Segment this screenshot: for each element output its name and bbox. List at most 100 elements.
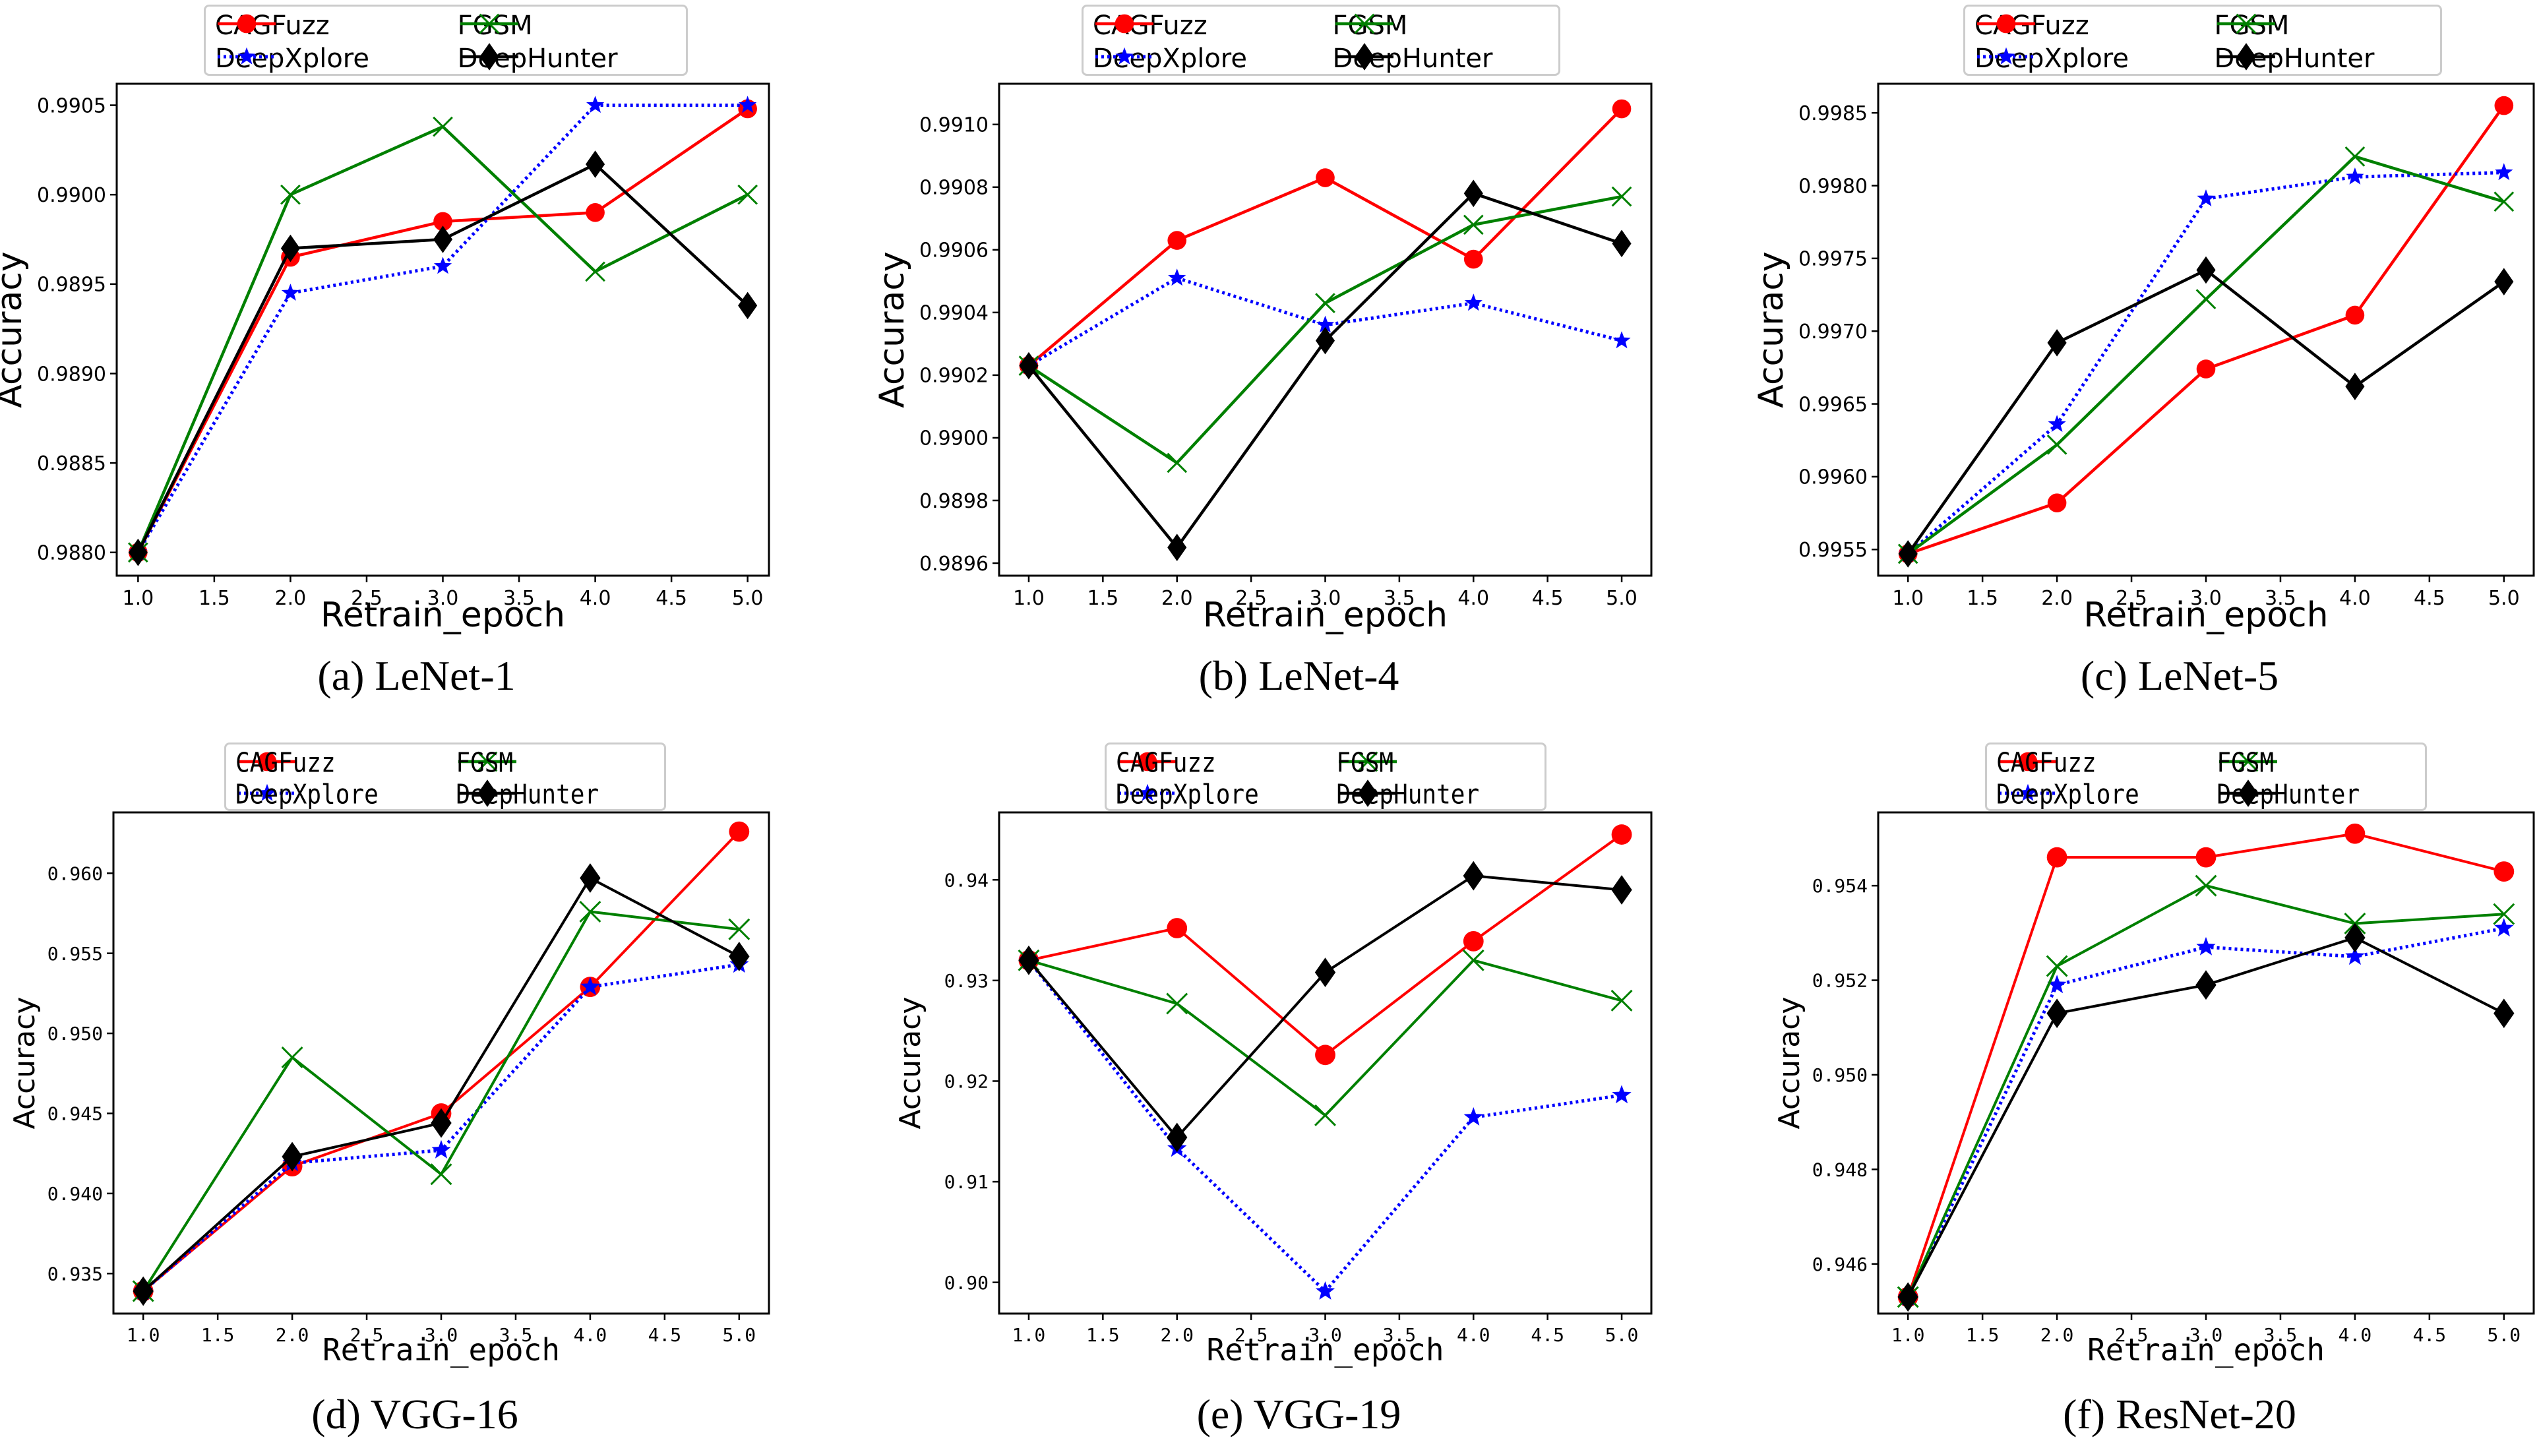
- legend: CAGFuzz FGSM DeepXplore DeepHunter: [1963, 5, 2442, 76]
- legend-swatch-fgsm-icon: [2217, 13, 2275, 34]
- y-axis-label: Accuracy: [894, 997, 927, 1130]
- x-tick-label: 2.0: [275, 587, 307, 610]
- data-point-deephunter: [280, 234, 300, 262]
- data-point-deepxplore: [580, 977, 600, 996]
- y-axis-label: Accuracy: [8, 997, 42, 1130]
- data-point-deephunter: [1314, 957, 1336, 988]
- legend-label: DeepXplore: [235, 779, 379, 810]
- x-axis-label: Retrain_epoch: [1203, 595, 1448, 635]
- data-point-cagfuzz: [2345, 305, 2365, 325]
- data-point-deepxplore: [1463, 1107, 1483, 1126]
- data-point-deephunter: [133, 1276, 154, 1306]
- x-tick-label: 1.0: [122, 587, 154, 610]
- data-point-cagfuzz: [586, 203, 605, 222]
- data-point-cagfuzz: [2046, 847, 2067, 868]
- y-tick-label: 0.946: [1812, 1254, 1868, 1275]
- legend: CAGFuzz FGSM DeepXplore DeepHunter: [1105, 743, 1546, 811]
- data-point-cagfuzz: [2494, 96, 2514, 115]
- legend-marker-cagfuzz-icon: [257, 752, 277, 772]
- series-cagfuzz: [1018, 824, 1632, 1066]
- data-point-deephunter: [738, 291, 758, 320]
- figure-caption: (f) ResNet-20: [2063, 1391, 2296, 1438]
- data-point-cagfuzz: [2047, 493, 2067, 512]
- data-point-deephunter: [2344, 923, 2366, 953]
- data-point-deephunter: [1463, 179, 1483, 208]
- y-tick-label: 0.9895: [37, 274, 106, 297]
- legend-label: CAGFuzz: [1974, 11, 2089, 41]
- x-tick-label: 2.0: [2040, 1324, 2074, 1346]
- y-tick-label: 0.9880: [37, 542, 106, 565]
- legend-label: FGSM: [2214, 11, 2290, 41]
- x-tick-label: 3.5: [2265, 587, 2296, 610]
- legend-label: FGSM: [1332, 11, 1408, 41]
- series-line-cagfuzz: [1907, 832, 2505, 1298]
- legend-item-deepxplore: DeepXplore: [1116, 779, 1259, 810]
- data-point-deepxplore: [739, 96, 757, 113]
- y-tick-label: 0.945: [47, 1103, 103, 1125]
- data-point-deephunter: [729, 942, 750, 971]
- data-point-fgsm: [1611, 186, 1632, 207]
- data-point-deephunter: [1018, 945, 1039, 975]
- legend-swatch-deephunter-icon: [1339, 779, 1397, 807]
- series-deephunter: [1018, 861, 1632, 1153]
- legend-label: CAGFuzz: [215, 11, 330, 41]
- legend-label: FGSM: [456, 747, 514, 779]
- data-point-cagfuzz: [1316, 168, 1335, 187]
- data-point-fgsm: [1610, 989, 1633, 1012]
- x-tick-label: 3.0: [427, 587, 459, 610]
- legend-marker-cagfuzz-icon: [2018, 752, 2038, 772]
- x-tick-label: 1.0: [127, 1324, 160, 1346]
- y-tick-label: 0.9960: [1798, 466, 1868, 489]
- data-point-deepxplore: [2495, 163, 2513, 181]
- legend-item-deephunter: DeepHunter: [2215, 43, 2374, 74]
- data-point-deepxplore: [2048, 415, 2066, 432]
- x-tick-label: 2.0: [276, 1324, 309, 1346]
- legend-marker-cagfuzz-icon: [1115, 14, 1134, 34]
- legend-swatch-fgsm-icon: [1339, 751, 1397, 772]
- legend-item-deephunter: DeepHunter: [1336, 779, 1479, 810]
- legend-item-deephunter: DeepHunter: [1333, 43, 1492, 74]
- x-tick-label: 1.5: [201, 1324, 235, 1346]
- data-point-deephunter: [433, 226, 453, 253]
- legend-marker-deephunter-icon: [2236, 43, 2256, 71]
- legend-marker-deepxplore-icon: [237, 47, 256, 65]
- legend-label: CAGFuzz: [1093, 11, 1208, 41]
- legend-item-deephunter: DeepHunter: [458, 43, 618, 74]
- legend-item-cagfuzz: CAGFuzz: [1974, 11, 2089, 41]
- figure-caption: (c) LeNet-5: [2080, 652, 2279, 699]
- data-point-deephunter: [1019, 351, 1039, 380]
- series-deephunter: [1898, 256, 2514, 568]
- legend-item-deephunter: DeepHunter: [2217, 779, 2360, 810]
- data-point-fgsm: [2195, 289, 2217, 310]
- x-tick-label: 5.0: [1605, 1324, 1639, 1346]
- data-point-deepxplore: [2345, 946, 2365, 965]
- data-point-fgsm: [2344, 146, 2366, 167]
- y-tick-label: 0.960: [47, 863, 103, 884]
- data-point-deephunter: [1612, 229, 1632, 258]
- legend-item-cagfuzz: CAGFuzz: [215, 11, 330, 41]
- legend: CAGFuzz FGSM DeepXplore DeepHunter: [224, 743, 666, 811]
- legend-item-cagfuzz: CAGFuzz: [1116, 747, 1216, 778]
- y-tick-label: 0.9900: [37, 184, 106, 207]
- data-point-cagfuzz: [2344, 823, 2366, 844]
- data-point-deephunter: [1897, 1282, 1918, 1312]
- legend-swatch-cagfuzz-icon: [1977, 14, 2035, 34]
- legend-swatch-cagfuzz-icon: [1118, 752, 1177, 772]
- x-axis-label: Retrain_epoch: [321, 595, 565, 635]
- data-point-deepxplore: [2346, 167, 2364, 185]
- data-point-fgsm: [2493, 191, 2515, 212]
- legend-label: DeepXplore: [1116, 779, 1259, 810]
- y-tick-label: 0.9904: [919, 302, 989, 325]
- y-axis-label: Accuracy: [0, 251, 30, 408]
- data-point-deephunter: [1898, 540, 1918, 568]
- data-point-deepxplore: [1464, 293, 1483, 311]
- x-tick-label: 4.0: [580, 587, 611, 610]
- x-tick-label: 4.0: [574, 1324, 607, 1346]
- y-tick-label: 0.935: [47, 1263, 103, 1285]
- data-point-cagfuzz: [2493, 861, 2515, 882]
- y-tick-label: 0.9896: [919, 553, 989, 576]
- x-tick-label: 4.0: [2339, 1324, 2372, 1346]
- data-point-fgsm: [433, 116, 453, 137]
- data-point-deepxplore: [2197, 189, 2215, 206]
